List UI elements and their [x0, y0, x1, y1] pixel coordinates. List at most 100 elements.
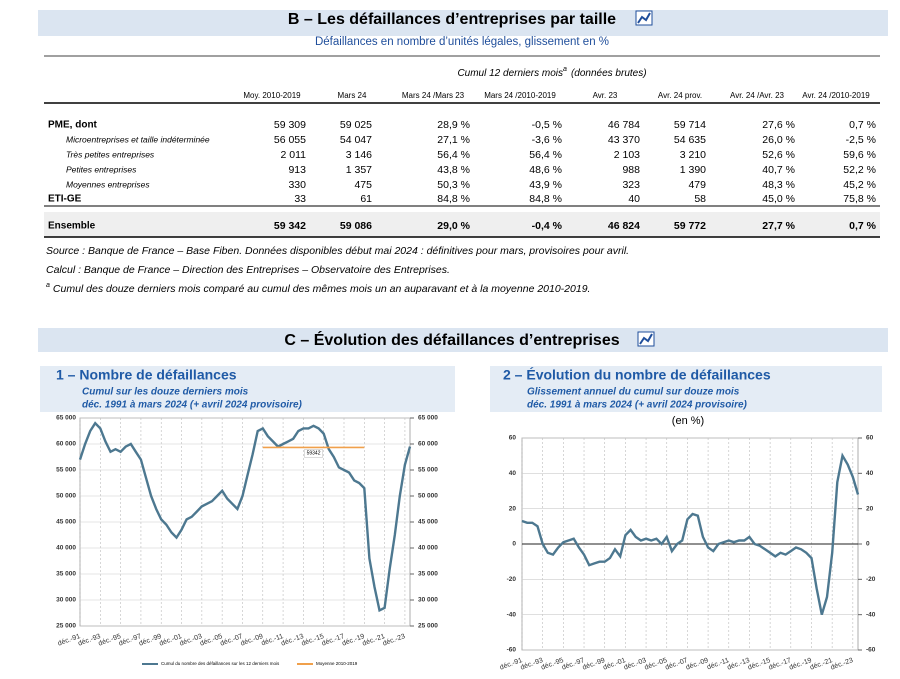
- y2-tick-label: 45 000: [418, 519, 438, 526]
- cell: 988: [622, 164, 640, 176]
- column-header: Mars 24 /Mars 23: [402, 91, 465, 100]
- chart-period: déc. 1991 à mars 2024 (+ avril 2024 prov…: [82, 400, 303, 411]
- y2-tick-label: 20: [866, 505, 874, 512]
- column-header: Mars 24 /2010-2019: [484, 91, 556, 100]
- cell: 45,2 %: [843, 179, 876, 191]
- cell: 59 025: [340, 119, 372, 131]
- row-label: Petites entreprises: [66, 164, 137, 174]
- cell: 52,2 %: [843, 164, 876, 176]
- chart: déc.-91déc.-93déc.-95déc.-97déc.-99déc.-…: [56, 415, 438, 666]
- cell: 59 714: [674, 119, 706, 131]
- cell: 56,4 %: [437, 149, 470, 161]
- y2-tick-label: 40 000: [418, 545, 438, 552]
- cell: 0,7 %: [849, 119, 876, 131]
- note: Source : Banque de France – Base Fiben. …: [46, 245, 629, 257]
- cell: 43,9 %: [529, 179, 562, 191]
- column-header: Moy. 2010-2019: [243, 91, 301, 100]
- legend-label: Cumul du nombre des défaillances sur les…: [161, 661, 280, 666]
- y2-tick-label: 60: [866, 435, 874, 442]
- cell: -2,5 %: [846, 134, 876, 146]
- cell: 28,9 %: [437, 119, 470, 131]
- cell: 45,0 %: [762, 193, 795, 205]
- section-subtitle: Défaillances en nombre d’unités légales,…: [315, 36, 609, 48]
- x-tick-label: déc.-23: [830, 657, 854, 672]
- note-marker: a: [46, 282, 50, 289]
- y2-tick-label: -40: [866, 611, 876, 618]
- y-tick-label: 0: [512, 541, 516, 548]
- cell: 43 370: [608, 134, 640, 146]
- value-label-box: [304, 449, 323, 458]
- y-tick-label: -20: [507, 576, 517, 583]
- cell: 59 342: [274, 220, 306, 232]
- cell: 54 635: [674, 134, 706, 146]
- cell: 29,0 %: [437, 220, 470, 232]
- cell: 1 390: [680, 164, 706, 176]
- cell: 84,8 %: [529, 193, 562, 205]
- column-header: Avr. 24 /2010-2019: [802, 91, 870, 100]
- cell: 50,3 %: [437, 179, 470, 191]
- cell: 58: [694, 193, 706, 205]
- unit-label: (en %): [672, 415, 704, 427]
- cell: 40: [628, 193, 640, 205]
- cell: 48,3 %: [762, 179, 795, 191]
- y2-tick-label: -60: [866, 647, 876, 654]
- cell: 475: [354, 179, 372, 191]
- cell: -0,4 %: [532, 220, 563, 232]
- cell: 48,6 %: [529, 164, 562, 176]
- y-tick-label: 55 000: [56, 467, 76, 474]
- note: Calcul : Banque de France – Direction de…: [46, 264, 450, 276]
- chart-icon: [635, 10, 653, 26]
- row-label: Moyennes entreprises: [66, 179, 150, 189]
- section-band: [38, 328, 888, 352]
- chart-title: 2 – Évolution du nombre de défaillances: [503, 367, 771, 383]
- cell: 84,8 %: [437, 193, 470, 205]
- y-tick-label: 60 000: [56, 441, 76, 448]
- y-tick-label: 65 000: [56, 415, 76, 422]
- note-marker: a: [563, 66, 567, 73]
- column-header: Avr. 24 /Avr. 23: [730, 91, 785, 100]
- cell: 43,8 %: [437, 164, 470, 176]
- y-tick-label: 35 000: [56, 571, 76, 578]
- y2-tick-label: 25 000: [418, 623, 438, 630]
- row-label: Très petites entreprises: [66, 149, 155, 159]
- cell: 2 011: [281, 149, 307, 161]
- x-tick-label: déc.-23: [382, 633, 406, 648]
- chart-period: déc. 1991 à mars 2024 (+ avril 2024 prov…: [527, 400, 748, 411]
- y-tick-label: 45 000: [56, 519, 76, 526]
- y-tick-label: 25 000: [56, 623, 76, 630]
- group-header: Cumul 12 derniers moisa (données brutes): [457, 66, 646, 79]
- y2-tick-label: 50 000: [418, 493, 438, 500]
- chart-subtitle: Cumul sur les douze derniers mois: [82, 387, 249, 398]
- cell: 3 210: [680, 149, 706, 161]
- cell: 59 309: [274, 119, 306, 131]
- table: Moy. 2010-2019 Mars 24 Mars 24 /Mars 23 Mar…: [44, 91, 880, 295]
- y-tick-label: -60: [507, 647, 517, 654]
- y-tick-label: 30 000: [56, 597, 76, 604]
- section-title: C – Évolution des défaillances d’entrepr…: [284, 330, 619, 349]
- cell: 2 103: [614, 149, 640, 161]
- cell: 479: [688, 179, 706, 191]
- cell: 3 146: [346, 149, 372, 161]
- column-header: Avr. 23: [593, 91, 618, 100]
- chart-subtitle: Glissement annuel du cumul sur douze moi…: [527, 387, 740, 398]
- cell: 330: [288, 179, 306, 191]
- chart-title: 1 – Nombre de défaillances: [56, 367, 237, 383]
- cell: 56,4 %: [529, 149, 562, 161]
- y2-tick-label: 0: [866, 541, 870, 548]
- series-line: [521, 452, 860, 616]
- y2-tick-label: 30 000: [418, 597, 438, 604]
- cell: 0,7 %: [849, 220, 877, 232]
- cell: 75,8 %: [843, 193, 876, 205]
- y-tick-label: 50 000: [56, 493, 76, 500]
- cell: 27,7 %: [762, 220, 795, 232]
- y2-tick-label: 35 000: [418, 571, 438, 578]
- cell: 56 055: [274, 134, 306, 146]
- footnote: a Cumul des douze derniers mois comparé a…: [46, 282, 590, 295]
- column-header: Avr. 24 prov.: [658, 91, 702, 100]
- y-tick-label: -40: [507, 611, 517, 618]
- chart-icon: [637, 331, 655, 347]
- y2-tick-label: 40: [866, 470, 874, 477]
- y2-tick-label: 65 000: [418, 415, 438, 422]
- cell: -3,6 %: [532, 134, 562, 146]
- column-header: Mars 24: [338, 91, 367, 100]
